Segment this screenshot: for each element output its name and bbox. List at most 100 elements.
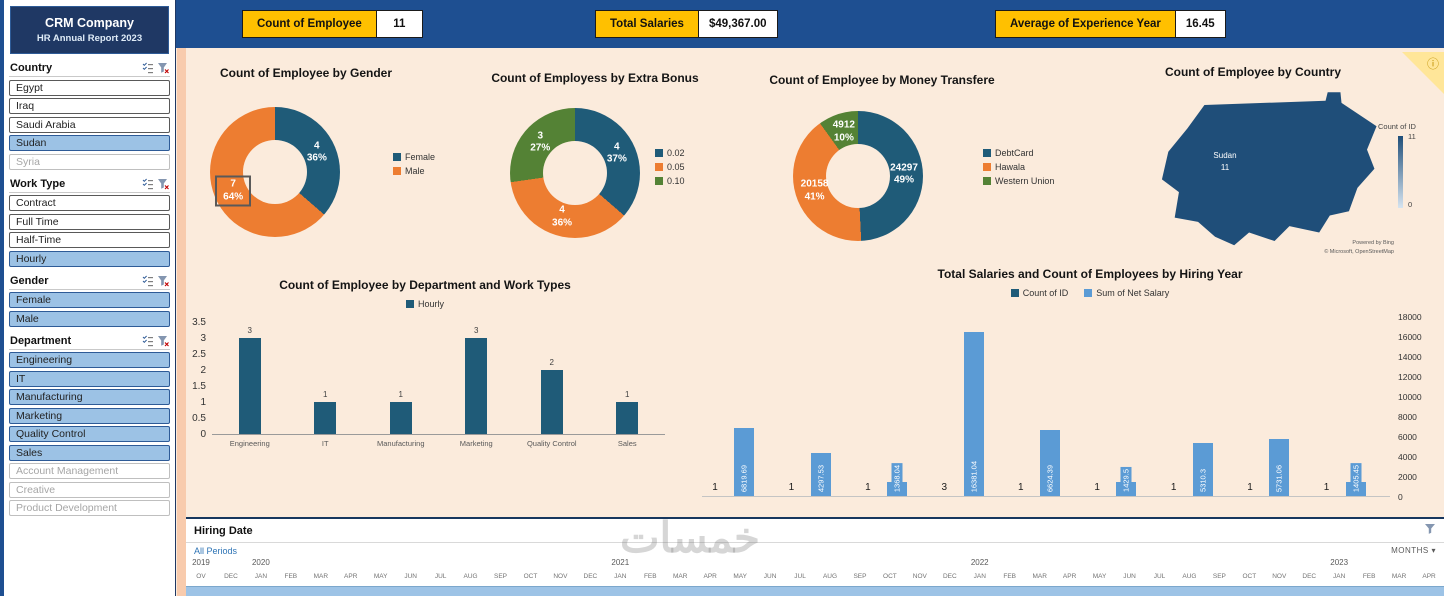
timeline-month[interactable]: SEP	[494, 573, 508, 580]
timeline-month[interactable]: JAN	[614, 573, 627, 580]
clear-filter-icon[interactable]	[157, 275, 169, 287]
timeline-month[interactable]: NOV	[1272, 573, 1287, 580]
timeline-month[interactable]: NOV	[912, 573, 927, 580]
legend-item-sum-of-net-salary[interactable]: Sum of Net Salary	[1084, 288, 1169, 298]
clear-filter-icon[interactable]	[157, 335, 169, 347]
multi-select-icon[interactable]	[142, 335, 154, 347]
slicer-item-male[interactable]: Male	[9, 310, 170, 327]
timeline-month[interactable]: MAY	[733, 573, 747, 580]
sudan-shape[interactable]	[1161, 92, 1377, 246]
legend-item-0-02[interactable]: 0.02	[655, 148, 685, 158]
multi-select-icon[interactable]	[142, 178, 154, 190]
salary-bar[interactable]: 5310.3	[1192, 442, 1213, 496]
dept-bar-quality-control[interactable]	[540, 370, 563, 434]
timeline-month[interactable]: DEC	[942, 573, 957, 580]
slicer-item-sudan[interactable]: Sudan	[9, 135, 170, 151]
timeline-month[interactable]: FEB	[1003, 573, 1017, 580]
clear-filter-icon[interactable]	[157, 62, 169, 74]
timeline-month[interactable]: JUN	[1123, 573, 1136, 580]
gender-donut-chart[interactable]	[210, 107, 340, 237]
legend-item-debtcard[interactable]: DebtCard	[983, 148, 1054, 158]
legend-item-count-of-id[interactable]: Count of ID	[1010, 288, 1068, 298]
dept-bar-marketing[interactable]	[465, 338, 488, 434]
timeline-month[interactable]: JUN	[763, 573, 777, 580]
slicer-item-female[interactable]: Female	[9, 292, 170, 308]
legend-item-0-10[interactable]: 0.10	[655, 176, 685, 186]
timeline-month[interactable]: MAY	[1092, 573, 1107, 580]
clear-filter-icon[interactable]	[157, 178, 169, 190]
multi-select-icon[interactable]	[142, 275, 154, 287]
slicer-item-product-development[interactable]: Product Development	[9, 500, 170, 516]
timeline-month[interactable]: APR	[1062, 573, 1077, 580]
timeline-month[interactable]: FEB	[284, 573, 298, 580]
timeline-month[interactable]: OV	[196, 573, 206, 580]
salary-bar[interactable]: 16381.04	[963, 332, 984, 496]
slicer-item-account-management[interactable]: Account Management	[9, 463, 170, 479]
timeline-month[interactable]: JUL	[794, 573, 806, 580]
slicer-item-egypt[interactable]: Egypt	[9, 79, 170, 96]
slicer-item-full-time[interactable]: Full Time	[9, 213, 170, 230]
timeline-month[interactable]: APR	[1422, 573, 1436, 580]
timeline-month[interactable]: FEB	[1362, 573, 1376, 580]
timeline-month[interactable]: APR	[344, 573, 358, 580]
timeline-month[interactable]: JUN	[404, 573, 417, 580]
salary-bar[interactable]: 6624.39	[1039, 429, 1060, 496]
timeline-month[interactable]: MAY	[373, 573, 388, 580]
timeline-month[interactable]: AUG	[463, 573, 478, 580]
legend-item-hourly[interactable]: Hourly	[405, 299, 444, 309]
slicer-item-manufacturing[interactable]: Manufacturing	[9, 389, 170, 405]
transfer-donut-chart[interactable]	[793, 111, 923, 241]
timeline-month[interactable]: JUL	[1153, 573, 1166, 580]
salary-bar[interactable]: 6819.69	[734, 427, 755, 496]
salary-bar[interactable]: 1368.04	[887, 462, 908, 496]
sudan-map[interactable]	[1125, 88, 1405, 258]
slicer-item-half-time[interactable]: Half-Time	[9, 232, 170, 248]
timeline-month[interactable]: DEC	[1302, 573, 1317, 580]
salary-bar[interactable]: 1429.5	[1116, 467, 1137, 496]
timeline-month[interactable]: JAN	[254, 573, 268, 580]
slicer-item-hourly[interactable]: Hourly	[9, 250, 170, 267]
info-icon[interactable]: ⓘ	[1426, 57, 1439, 71]
slicer-item-marketing[interactable]: Marketing	[9, 407, 170, 424]
legend-item-male[interactable]: Male	[393, 166, 435, 176]
multi-select-icon[interactable]	[142, 62, 154, 74]
legend-item-western-union[interactable]: Western Union	[983, 176, 1054, 186]
salary-bar[interactable]: 5731.06	[1269, 438, 1290, 496]
timeline-filter-icon[interactable]	[1424, 522, 1436, 540]
legend-item-0-05[interactable]: 0.05	[655, 162, 685, 172]
dept-bar-sales[interactable]	[616, 402, 639, 434]
salary-bar[interactable]: 4297.53	[810, 453, 831, 496]
timeline-month[interactable]: OCT	[1242, 573, 1257, 580]
timeline-month[interactable]: JAN	[1333, 573, 1346, 580]
timeline-month[interactable]: NOV	[553, 573, 568, 580]
slicer-item-saudi-arabia[interactable]: Saudi Arabia	[9, 116, 170, 133]
timeline-month[interactable]: MAR	[1391, 573, 1407, 580]
bonus-donut-chart[interactable]	[510, 108, 640, 238]
legend-item-hawala[interactable]: Hawala	[983, 162, 1054, 172]
timeline-month[interactable]: MAR	[313, 573, 329, 580]
slicer-item-syria[interactable]: Syria	[9, 153, 170, 170]
timeline-month[interactable]: SEP	[853, 573, 867, 580]
salary-bar[interactable]: 1405.45	[1345, 462, 1366, 496]
dept-bar-manufacturing[interactable]	[389, 402, 412, 434]
timeline-month[interactable]: MAR	[673, 573, 688, 580]
timeline-month[interactable]: JUL	[434, 573, 447, 580]
slicer-item-sales[interactable]: Sales	[9, 444, 170, 461]
dept-bar-engineering[interactable]	[238, 338, 261, 434]
timeline-granularity-dropdown[interactable]: MONTHS ▾	[1391, 546, 1436, 555]
timeline-month[interactable]: DEC	[224, 573, 238, 580]
timeline-selection-bar[interactable]	[186, 586, 1444, 596]
timeline-month[interactable]: MAR	[1032, 573, 1047, 580]
timeline-month[interactable]: DEC	[583, 573, 598, 580]
slicer-item-quality-control[interactable]: Quality Control	[9, 426, 170, 442]
slicer-item-creative[interactable]: Creative	[9, 481, 170, 498]
timeline-month[interactable]: APR	[703, 573, 717, 580]
timeline-month[interactable]: OCT	[883, 573, 897, 580]
slicer-item-engineering[interactable]: Engineering	[9, 352, 170, 368]
legend-item-female[interactable]: Female	[393, 152, 435, 162]
timeline-month[interactable]: AUG	[1182, 573, 1197, 580]
slicer-item-iraq[interactable]: Iraq	[9, 98, 170, 114]
slicer-item-it[interactable]: IT	[9, 370, 170, 387]
timeline-month[interactable]: SEP	[1212, 573, 1226, 580]
timeline-month[interactable]: JAN	[973, 573, 986, 580]
